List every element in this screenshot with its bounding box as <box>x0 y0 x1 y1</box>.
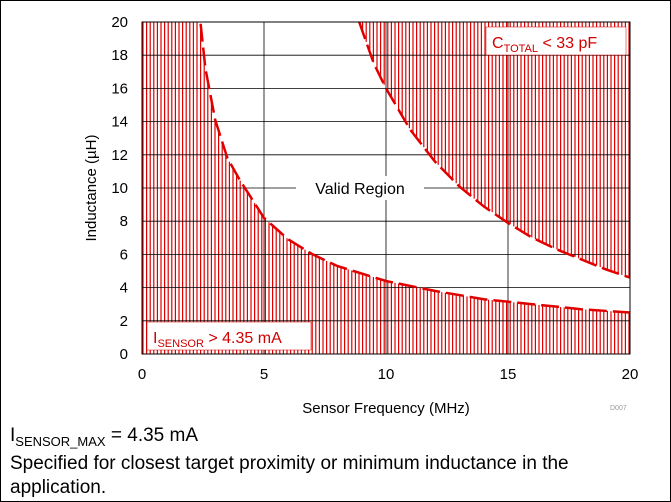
y-tick-label: 16 <box>111 80 128 97</box>
valid-region-label-bg <box>296 176 424 200</box>
isensor-label-bg <box>146 321 312 351</box>
y-tick-label: 4 <box>120 280 128 297</box>
x-axis-label: Sensor Frequency (MHz) <box>302 400 470 417</box>
y-tick-label: 2 <box>120 313 128 330</box>
boundary-curve-1 <box>199 23 630 314</box>
caption-isensor-max: ISENSOR_MAX = 4.35 mA <box>10 425 199 449</box>
y-tick-label: 10 <box>111 180 128 197</box>
caption-specification-note: Specified for closest target proximity o… <box>10 453 569 498</box>
hatched-regions <box>142 22 630 354</box>
y-axis-label: Inductance (µH) <box>83 134 100 241</box>
x-tick-label: 5 <box>260 366 268 383</box>
ctotal-label: CTOTAL < 33 pF <box>492 35 597 55</box>
x-tick-label: 0 <box>138 366 146 383</box>
x-tick-label: 20 <box>622 366 639 383</box>
y-tick-label: 14 <box>111 114 128 131</box>
y-tick-label: 20 <box>111 14 128 31</box>
boundary-curves <box>199 22 630 314</box>
valid-region-label: Valid Region <box>315 181 405 198</box>
y-tick-label: 18 <box>111 47 128 64</box>
y-tick-labels: 0 2 4 6 8 10 12 14 16 18 20 <box>111 14 128 363</box>
figure-id: D007 <box>610 405 627 412</box>
y-tick-label: 12 <box>111 147 128 164</box>
isensor-label: ISENSOR > 4.35 mA <box>153 330 282 350</box>
ctotal-label-bg <box>485 26 627 56</box>
boundary-curve-2 <box>358 22 630 279</box>
x-tick-label: 10 <box>378 366 395 383</box>
y-tick-label: 8 <box>120 213 128 230</box>
x-tick-labels: 0 5 10 15 20 <box>138 366 639 383</box>
y-tick-label: 0 <box>120 346 128 363</box>
y-tick-label: 6 <box>120 246 128 263</box>
x-tick-label: 15 <box>500 366 517 383</box>
plot-border <box>141 21 631 355</box>
